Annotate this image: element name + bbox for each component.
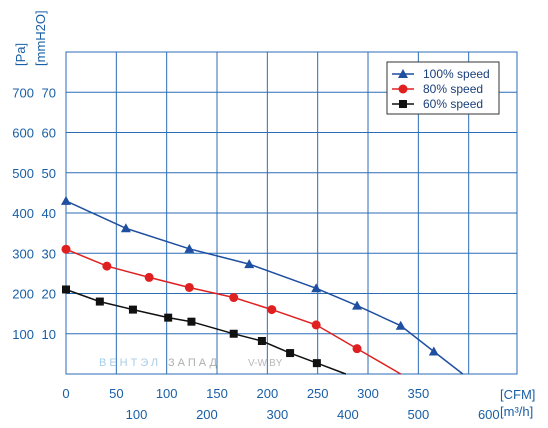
watermark: ВЕНТЭЛ ЗАПАД V-W.BY <box>99 357 283 369</box>
y-axis-ticks: 100 200 300 400 500 600 700 10 20 30 40 50 60 70 <box>12 85 56 342</box>
y-tick-pa: 500 <box>12 166 34 181</box>
series-triangle <box>61 195 464 375</box>
x-tick-cfm: 50 <box>109 386 123 401</box>
data-point-circle <box>311 320 321 330</box>
legend-label: 100% speed <box>423 67 490 81</box>
x-tick-m3h: 500 <box>407 407 429 422</box>
x-tick-m3h: 300 <box>267 407 289 422</box>
data-point-square <box>286 349 295 358</box>
x-tick-m3h: 100 <box>126 407 148 422</box>
x-tick-cfm: 100 <box>156 386 178 401</box>
y-tick-mmh2o: 50 <box>42 166 56 181</box>
data-point-square <box>128 305 137 314</box>
y-tick-pa: 700 <box>12 85 34 100</box>
data-point-square <box>62 285 70 294</box>
data-point-triangle <box>244 259 255 269</box>
data-point-triangle <box>395 320 406 330</box>
x-axis-label-cfm: [CFM] <box>500 387 535 402</box>
x-tick-cfm: 200 <box>256 386 278 401</box>
y-tick-mmh2o: 20 <box>42 287 56 302</box>
data-point-triangle <box>428 346 439 356</box>
series-square <box>62 285 347 375</box>
legend-item: 60% speed <box>392 97 483 111</box>
data-point-circle <box>267 305 277 315</box>
legend-item: 80% speed <box>392 82 483 96</box>
y-tick-pa: 600 <box>12 126 34 141</box>
y-tick-mmh2o: 40 <box>42 206 56 221</box>
watermark-part1: ВЕНТЭЛ <box>99 357 161 369</box>
series-line <box>65 288 347 375</box>
data-point-circle <box>184 282 194 292</box>
watermark-part3: V-W.BY <box>248 358 283 369</box>
x-tick-m3h: 400 <box>337 407 359 422</box>
x-tick-cfm: 350 <box>407 386 429 401</box>
legend-label: 60% speed <box>423 97 483 111</box>
data-point-triangle <box>311 283 322 293</box>
x-tick-cfm: 150 <box>206 386 228 401</box>
data-point-triangle <box>61 195 71 205</box>
data-point-circle <box>61 244 71 254</box>
y-axis-label-pa: [Pa] <box>13 43 28 66</box>
data-point-square <box>95 297 104 306</box>
y-tick-pa: 100 <box>12 327 34 342</box>
y-tick-mmh2o: 60 <box>42 126 56 141</box>
data-point-triangle <box>184 243 195 253</box>
data-point-square <box>187 317 196 326</box>
data-point-circle <box>229 293 239 303</box>
x-tick-m3h: 200 <box>196 407 218 422</box>
data-point-triangle <box>120 223 131 233</box>
data-point-circle <box>352 344 362 354</box>
data-point-square <box>312 359 321 368</box>
y-tick-mmh2o: 10 <box>42 327 56 342</box>
data-point-square <box>164 313 173 322</box>
x-tick-cfm: 0 <box>62 386 69 401</box>
x-tick-cfm: 300 <box>357 386 379 401</box>
legend-item: 100% speed <box>392 67 490 81</box>
series-group <box>61 195 464 375</box>
y-tick-pa: 400 <box>12 206 34 221</box>
x-tick-cfm: 250 <box>307 386 329 401</box>
y-tick-mmh2o: 30 <box>42 246 56 261</box>
y-axis-label-mmh2o: [mmH2O] <box>33 10 48 66</box>
data-point-square <box>257 336 266 345</box>
y-tick-pa: 200 <box>12 287 34 302</box>
x-axis-label-m3h: [m³/h] <box>500 404 533 419</box>
data-point-triangle <box>352 300 363 310</box>
legend-label: 80% speed <box>423 82 483 96</box>
series-circle <box>61 244 402 375</box>
data-point-square <box>229 329 238 338</box>
data-point-triangle <box>398 69 408 78</box>
x-tick-m3h: 600 <box>478 407 500 422</box>
y-tick-mmh2o: 70 <box>42 85 56 100</box>
y-tick-pa: 300 <box>12 246 34 261</box>
data-point-square <box>399 100 407 108</box>
data-point-circle <box>102 261 112 271</box>
data-point-circle <box>398 84 408 94</box>
data-point-circle <box>144 272 154 282</box>
watermark-part2: ЗАПАД <box>168 357 220 369</box>
